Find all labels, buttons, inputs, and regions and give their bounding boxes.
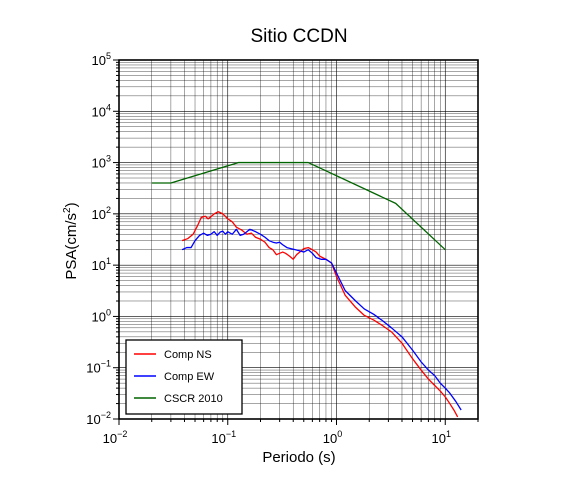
y-axis-label-close: ) — [63, 202, 80, 207]
x-tick-label: 100 — [323, 429, 342, 446]
plot-frame — [118, 59, 479, 420]
y-tick-label: 100 — [92, 307, 111, 324]
series-layer — [151, 161, 462, 418]
y-tick-label: 104 — [92, 102, 111, 119]
legend-box — [125, 339, 243, 415]
chart-title: Sitio CCDN — [250, 26, 347, 47]
tick-labels: 10−2 10−1 100 101 10−2 10−1 100 101 102 103 104 105 — [86, 51, 451, 446]
y-tick-label: 101 — [92, 256, 111, 273]
y-tick-label: 105 — [92, 51, 111, 68]
ticks — [113, 59, 479, 425]
series-line-2 — [151, 161, 446, 251]
y-tick-label: 10−1 — [86, 359, 111, 376]
x-axis-label: Periodo (s) — [262, 449, 335, 466]
legend: Comp NS Comp EW CSCR 2010 — [125, 339, 243, 415]
legend-label-cscr: CSCR 2010 — [164, 393, 223, 405]
x-tick-label: 101 — [432, 429, 451, 446]
x-tick-label: 10−1 — [211, 429, 236, 446]
y-tick-label: 102 — [92, 205, 111, 222]
y-axis-label-sup: 2 — [62, 207, 73, 213]
series-line-1 — [181, 228, 462, 411]
series-line-0 — [181, 211, 459, 418]
x-tick-label: 10−2 — [103, 429, 128, 446]
y-axis-label: PSA(cm/s2) — [62, 202, 80, 279]
legend-label-ew: Comp EW — [164, 371, 215, 383]
legend-label-ns: Comp NS — [164, 349, 212, 361]
y-tick-label: 10−2 — [86, 410, 111, 427]
y-tick-label: 103 — [92, 154, 111, 171]
y-axis-label-main: PSA(cm/s — [63, 213, 80, 280]
